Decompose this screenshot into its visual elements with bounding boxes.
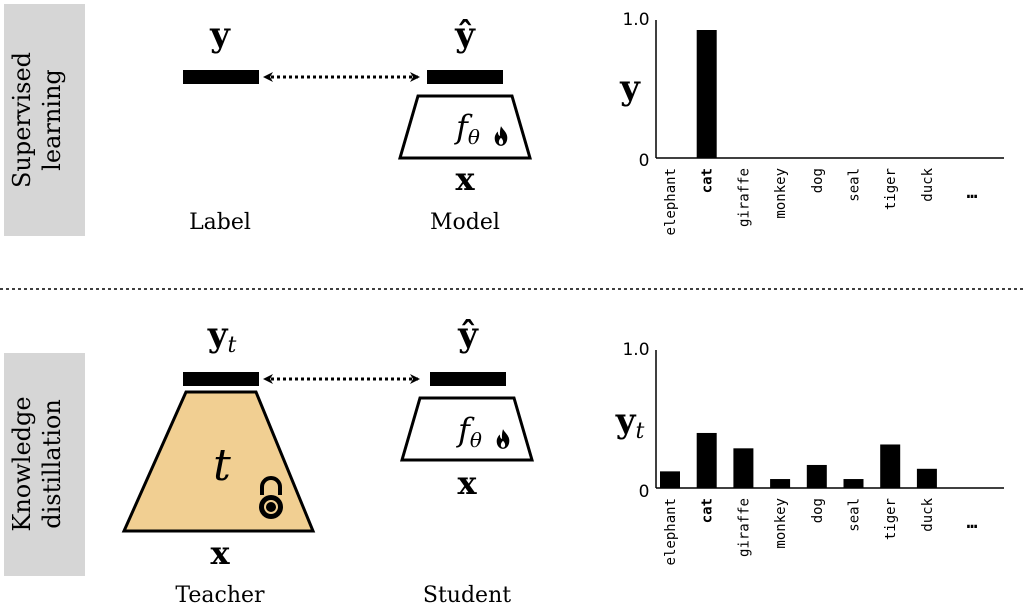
input-symbol: x (457, 464, 477, 502)
bar-tiger (880, 444, 901, 488)
ytick-max: 1.0 (622, 10, 649, 30)
label-caption: Label (189, 210, 251, 235)
section-label-line2: learning (38, 69, 66, 171)
tick-label-giraffe: giraffe (736, 498, 752, 557)
ytick-zero: 0 (639, 482, 650, 502)
tick-label-duck: duck (920, 497, 936, 531)
section-label-bg (4, 353, 85, 576)
teacher-vector-bar (183, 372, 259, 386)
label-vector-bar (183, 70, 259, 84)
section-label-line1: Supervised (8, 52, 36, 188)
student-caption: Student (423, 583, 511, 608)
lock-icon (259, 476, 283, 519)
prediction-vector-bar (427, 70, 503, 84)
section-label-line2: distillation (38, 399, 66, 529)
bar-dog (806, 464, 827, 488)
tick-label-dog: dog (810, 498, 826, 523)
category-ellipsis: … (967, 512, 978, 533)
tick-label-tiger: tiger (883, 168, 899, 210)
bar-seal (843, 479, 864, 488)
tick-label-giraffe: giraffe (736, 168, 752, 227)
teacher-caption: Teacher (175, 583, 265, 608)
bar-giraffe (733, 448, 754, 488)
chart-distillation: yt 1.0 0 elephant cat giraffe monkey dog seal… (615, 340, 1004, 565)
teacher-vector-symbol: yt (207, 315, 237, 358)
teacher-block: yt t x Teacher (121, 315, 316, 608)
chart-supervised: y 1.0 0 elephant cat giraffe monkey dog seal t… (619, 10, 1004, 235)
tick-label-monkey: monkey (773, 168, 789, 219)
ytick-max: 1.0 (622, 340, 649, 360)
tick-label-elephant: elephant (663, 168, 679, 235)
bar-duck (916, 468, 937, 488)
model-caption: Model (430, 210, 500, 235)
tick-label-cat: cat (700, 168, 716, 193)
tick-label-cat: cat (700, 498, 716, 523)
input-symbol: x (455, 160, 475, 198)
prediction-vector-symbol: ŷ (457, 315, 479, 355)
bar-monkey (770, 479, 791, 488)
model-block: ŷ fθ x Model (398, 15, 532, 235)
student-block: ŷ fθ x Student (400, 315, 534, 608)
tick-label-seal: seal (847, 168, 863, 202)
section-label-bg (4, 4, 85, 236)
bar-cat (696, 432, 717, 488)
label-block: y Label (183, 15, 259, 235)
tick-label-dog: dog (810, 168, 826, 193)
prediction-vector-symbol: ŷ (454, 15, 476, 55)
tick-label-monkey: monkey (773, 498, 789, 549)
chart-ylabel: yt (615, 401, 645, 444)
tick-label-seal: seal (847, 498, 863, 532)
section-label-line1: Knowledge (8, 396, 36, 531)
category-ellipsis: … (967, 182, 978, 203)
bar-elephant (660, 471, 680, 488)
tick-label-elephant: elephant (663, 498, 679, 565)
chart-ylabel: y (619, 68, 641, 108)
ytick-zero: 0 (639, 151, 650, 171)
section-label-distillation: Knowledge distillation (4, 353, 85, 576)
bar-cat (696, 30, 717, 158)
section-label-supervised: Supervised learning (4, 4, 85, 236)
tick-label-tiger: tiger (883, 498, 899, 540)
input-symbol: x (210, 534, 230, 572)
label-vector-symbol: y (209, 15, 231, 55)
prediction-vector-bar (430, 372, 506, 386)
teacher-function-label: t (213, 440, 231, 491)
tick-label-duck: duck (920, 167, 936, 201)
